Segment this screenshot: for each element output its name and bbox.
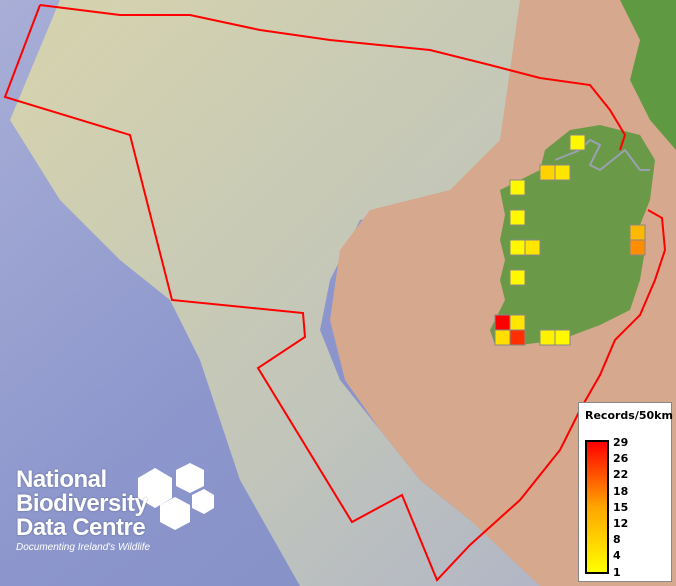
record-cell[interactable] <box>494 329 511 346</box>
record-cell[interactable] <box>539 329 556 346</box>
record-cell[interactable] <box>509 179 526 196</box>
record-cell[interactable] <box>554 329 571 346</box>
legend-tick: 12 <box>613 517 629 530</box>
ndbc-logo: National Biodiversity Data Centre Docume… <box>16 466 151 554</box>
record-cell[interactable] <box>629 239 646 256</box>
record-cell[interactable] <box>509 269 526 286</box>
boundary-north <box>39 4 627 151</box>
legend-tick: 22 <box>613 468 629 482</box>
legend-tick: 8 <box>613 533 621 547</box>
legend-tick: 26 <box>613 452 629 466</box>
color-ramp <box>585 440 609 574</box>
record-cells <box>494 134 646 346</box>
record-cell[interactable] <box>554 164 571 181</box>
continental-shelf <box>10 0 600 586</box>
boundary-south <box>3 4 667 582</box>
logo-line1: National <box>16 466 107 493</box>
ireland-land <box>490 125 655 345</box>
record-cell[interactable] <box>569 134 586 151</box>
logo-line2: Biodiversity <box>16 490 148 517</box>
record-cell[interactable] <box>629 224 646 241</box>
legend-title: Records/50km <box>585 409 673 422</box>
record-cell[interactable] <box>494 314 511 331</box>
legend-tick: 15 <box>613 500 629 514</box>
logo-line3: Data Centre <box>16 514 146 541</box>
legend-tick: 1 <box>613 565 621 579</box>
record-cell[interactable] <box>509 209 526 226</box>
logo-emblem-icon <box>138 463 214 530</box>
record-cell[interactable] <box>509 329 526 346</box>
britain-land <box>620 0 676 150</box>
legend-tick: 29 <box>613 436 629 449</box>
legend: Records/50km 29 26 22 18 15 12 8 4 1 <box>578 402 673 582</box>
record-cell[interactable] <box>509 314 526 331</box>
record-cell[interactable] <box>539 164 556 181</box>
record-cell[interactable] <box>509 239 526 256</box>
legend-tick: 4 <box>613 549 621 563</box>
record-cell[interactable] <box>524 239 541 256</box>
legend-tick: 18 <box>613 484 629 498</box>
logo-tagline: Documenting Ireland's Wildlife <box>16 542 151 553</box>
